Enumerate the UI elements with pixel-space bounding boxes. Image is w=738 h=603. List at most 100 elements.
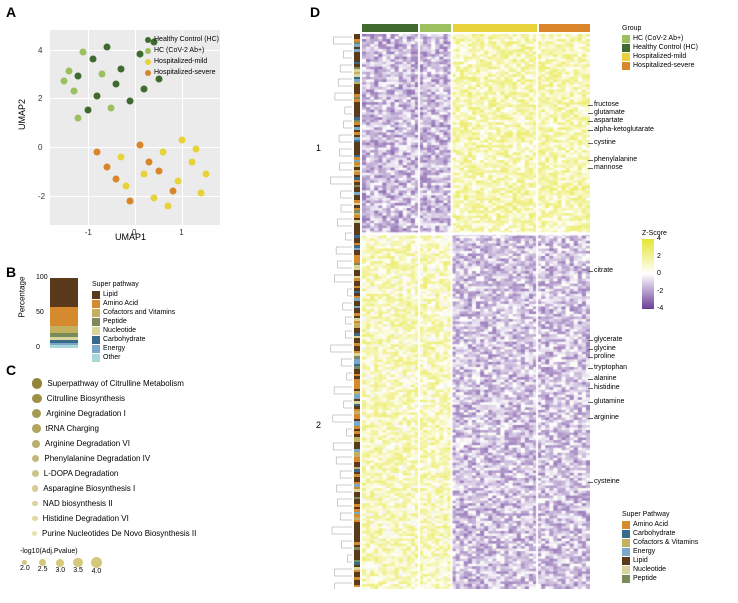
legend-item: Healthy Control (HC) — [145, 35, 219, 45]
sp-legend-title: Super Pathway — [622, 510, 698, 519]
row-annotation: tryptophan — [594, 364, 627, 372]
heatmap-canvas — [362, 34, 590, 589]
pathway-list: Superpathway of Citrulline MetabolismCit… — [32, 376, 196, 541]
group-legend: Group HC (CoV-2 Ab+)Healthy Control (HC)… — [622, 24, 698, 70]
col-group-segment — [420, 24, 451, 32]
legend-item: HC (CoV-2 Ab+) — [145, 46, 219, 56]
bar-segment — [50, 278, 78, 307]
panel-label-a: A — [6, 4, 16, 20]
scatter-point — [84, 107, 91, 114]
scatter-point — [136, 141, 143, 148]
legend-item: Hospitalized-severe — [145, 68, 219, 78]
scatter-point — [141, 170, 148, 177]
size-legend-dots: 2.02.53.03.54.0 — [20, 557, 102, 575]
scatter-point — [174, 178, 181, 185]
scatter-point — [94, 148, 101, 155]
scatter-point — [75, 114, 82, 121]
scatter-point — [146, 158, 153, 165]
legend-item: Other — [92, 353, 175, 362]
legend-item: Energy — [622, 547, 698, 556]
panel-a-scatter: UMAP1 UMAP2 Healthy Control (HC)HC (CoV-… — [20, 20, 230, 250]
row-annotation: glutamine — [594, 398, 624, 406]
legend-item: Lipid — [92, 290, 175, 299]
row-annotation: mannose — [594, 164, 623, 172]
row-annotation: fructose — [594, 101, 619, 109]
col-group-segment — [539, 24, 590, 32]
panel-c-pathways: Superpathway of Citrulline MetabolismCit… — [20, 376, 300, 596]
cluster-label: 1 — [316, 143, 321, 153]
pathway-item: Purine Nucleotides De Novo Biosynthesis … — [32, 526, 196, 541]
legend-title-b: Super pathway — [92, 280, 175, 289]
scatter-point — [150, 195, 157, 202]
y-axis-label: UMAP2 — [17, 99, 27, 130]
legend-item: Hospitalized-severe — [622, 61, 698, 70]
legend-item: Amino Acid — [622, 520, 698, 529]
panel-b-stackbar: Percentage Super pathway LipidAmino Acid… — [20, 278, 300, 356]
scatter-point — [61, 78, 68, 85]
scatter-legend: Healthy Control (HC)HC (CoV-2 Ab+)Hospit… — [145, 35, 219, 79]
scatter-point — [113, 175, 120, 182]
legend-item: Energy — [92, 344, 175, 353]
legend-item: Hospitalized-mild — [145, 57, 219, 67]
scatter-point — [94, 92, 101, 99]
scatter-point — [127, 97, 134, 104]
pathway-item: Arginine Degradation VI — [32, 436, 196, 451]
column-group-bar — [362, 24, 590, 32]
row-annotation: alpha-ketoglutarate — [594, 126, 654, 134]
scatter-point — [117, 66, 124, 73]
zscore-colorbar: -4-2024 — [642, 239, 654, 309]
legend-item: Peptide — [92, 317, 175, 326]
row-annotation: citrate — [594, 267, 613, 275]
panel-label-d: D — [310, 4, 320, 20]
bar-segment — [50, 326, 78, 333]
row-annotation: histidine — [594, 384, 620, 392]
legend-item: Carbohydrate — [622, 529, 698, 538]
scatter-point — [160, 148, 167, 155]
row-annotation: aspartate — [594, 117, 623, 125]
legend-item: Nucleotide — [92, 326, 175, 335]
scatter-point — [65, 68, 72, 75]
row-annotation: cystine — [594, 139, 616, 147]
col-group-segment — [453, 24, 537, 32]
pathway-item: Arginine Degradation I — [32, 406, 196, 421]
scatter-point — [89, 56, 96, 63]
size-legend-title: -log10(Adj.Pvalue) — [20, 548, 102, 555]
scatter-point — [165, 202, 172, 209]
scatter-point — [117, 153, 124, 160]
pathway-item: Histidine Degradation VI — [32, 511, 196, 526]
group-legend-title: Group — [622, 24, 698, 33]
scatter-point — [169, 187, 176, 194]
scatter-point — [122, 183, 129, 190]
legend-item: Carbohydrate — [92, 335, 175, 344]
scatter-point — [80, 48, 87, 55]
scatter-point — [188, 158, 195, 165]
scatter-point — [70, 87, 77, 94]
legend-item: Cofactors & Vitamins — [622, 538, 698, 547]
row-annotation: cysteine — [594, 478, 620, 486]
x-axis-label: UMAP1 — [115, 232, 146, 242]
stackbar-legend: Super pathway LipidAmino AcidCofactors a… — [92, 280, 175, 362]
zscore-legend: Z-Score -4-2024 — [642, 230, 667, 309]
scatter-point — [127, 197, 134, 204]
pathway-item: L-DOPA Degradation — [32, 466, 196, 481]
legend-item: Amino Acid — [92, 299, 175, 308]
stacked-bar — [50, 278, 78, 348]
row-annotation: glycerate — [594, 336, 622, 344]
bar-segment — [50, 307, 78, 325]
legend-item: Peptide — [622, 574, 698, 583]
scatter-point — [136, 51, 143, 58]
row-annotation: proline — [594, 353, 615, 361]
scatter-point — [103, 163, 110, 170]
legend-item: Healthy Control (HC) — [622, 43, 698, 52]
pathway-item: Citrulline Biosynthesis — [32, 391, 196, 406]
superpathway-legend: Super Pathway Amino AcidCarbohydrateCofa… — [622, 510, 698, 583]
panel-label-c: C — [6, 362, 16, 378]
row-annotation: phenylalanine — [594, 156, 637, 164]
y-axis-label-b: Percentage — [18, 277, 27, 318]
row-annotation: glutamate — [594, 109, 625, 117]
scatter-point — [193, 146, 200, 153]
row-dendrogram — [326, 34, 352, 589]
size-legend: -log10(Adj.Pvalue) 2.02.53.03.54.0 — [20, 548, 102, 575]
scatter-point — [179, 136, 186, 143]
row-annotation: alanine — [594, 375, 617, 383]
